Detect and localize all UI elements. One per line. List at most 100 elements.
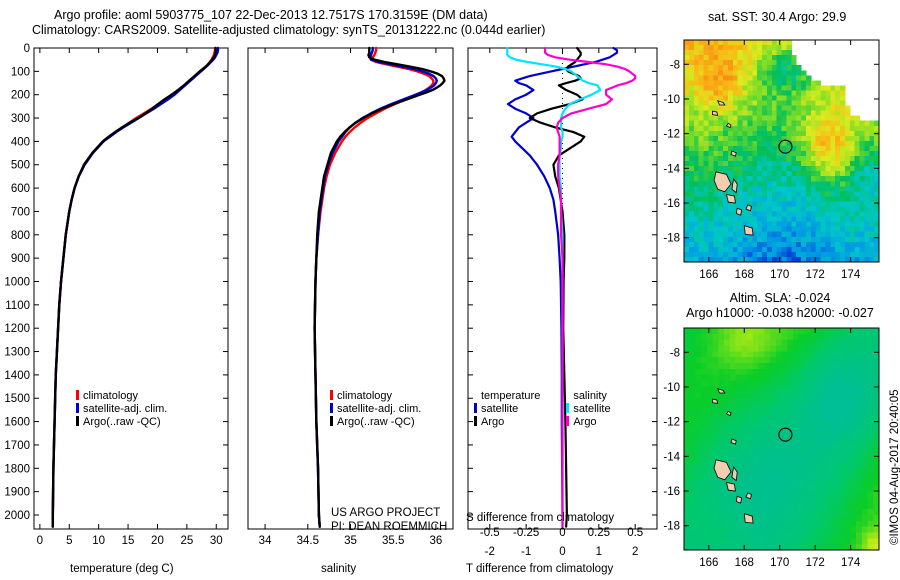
t-axis-tick: 0	[559, 546, 566, 558]
legend-swatch-satellite-adj	[76, 403, 79, 413]
svg-text:-16: -16	[663, 486, 680, 498]
s-axis-tick: 0.25	[587, 527, 611, 539]
svg-text:-16: -16	[663, 198, 680, 210]
svg-text:1000: 1000	[4, 276, 30, 288]
s-axis-tick: 0	[559, 527, 566, 539]
svg-text:800: 800	[11, 230, 30, 242]
legend-heading: salinity	[573, 390, 607, 402]
svg-text:0: 0	[37, 535, 43, 547]
legend-item: climatology	[76, 390, 167, 403]
svg-text:34.5: 34.5	[297, 535, 319, 547]
sla-map: 166 168 170 172 174 -8 -10 -12 -14 -16 -18	[660, 320, 900, 570]
svg-text:600: 600	[11, 183, 30, 195]
difference-panel	[458, 40, 663, 540]
svg-text:100: 100	[11, 66, 30, 78]
svg-text:-14: -14	[663, 163, 680, 175]
page-title: Argo profile: aoml 5903775_107 22-Dec-20…	[32, 8, 545, 38]
svg-text:35: 35	[344, 535, 357, 547]
project-credit: US ARGO PROJECT PI: DEAN ROEMMICH	[331, 506, 447, 534]
svg-text:1800: 1800	[4, 463, 30, 475]
legend-item: Argo	[566, 416, 610, 429]
legend-swatch-salinity-argo	[566, 416, 570, 426]
legend-label: Argo(..raw -QC)	[337, 416, 415, 428]
t-axis-tick: -1	[521, 546, 532, 558]
legend-label: climatology	[337, 390, 393, 402]
svg-text:30: 30	[210, 535, 223, 547]
legend-item: satellite	[474, 403, 540, 416]
legend-label: satellite-adj. clim.	[83, 403, 168, 415]
legend-label: satellite	[573, 403, 611, 415]
s-axis-tick: -0.5	[479, 527, 500, 539]
svg-text:700: 700	[11, 206, 30, 218]
svg-text:174: 174	[841, 269, 861, 281]
svg-text:-12: -12	[663, 417, 680, 429]
svg-text:-8: -8	[670, 347, 680, 359]
legend-label: Argo	[573, 416, 597, 428]
svg-text:36: 36	[430, 535, 443, 547]
salinity-plot: 34 34.5 35 35.5 36	[247, 46, 454, 547]
svg-text:10: 10	[92, 535, 105, 547]
t-axis-tick: 2	[631, 546, 639, 558]
legend-swatch-climatology	[330, 390, 333, 400]
salinity-panel: 34 34.5 35 35.5 36	[238, 40, 458, 547]
legend-label: Argo	[481, 416, 505, 428]
temperature-axis-label: temperature (deg C)	[70, 563, 174, 575]
svg-text:172: 172	[806, 269, 825, 281]
svg-text:200: 200	[11, 90, 30, 102]
svg-text:900: 900	[11, 253, 30, 265]
legend-heading: temperature	[481, 390, 541, 402]
legend-item: satellite-adj. clim.	[330, 403, 421, 416]
credit-line-1: US ARGO PROJECT	[331, 507, 441, 519]
svg-text:1300: 1300	[4, 347, 30, 359]
svg-text:-18: -18	[663, 521, 680, 533]
s-difference-axis-label: S difference from climatology	[466, 512, 615, 524]
legend-swatch-satellite-adj	[330, 403, 333, 413]
s-axis-tick: -0.25	[513, 527, 540, 539]
svg-text:168: 168	[735, 269, 754, 281]
legend-label: Argo(..raw -QC)	[83, 416, 161, 428]
legend-swatch-salinity-satellite	[566, 403, 570, 413]
svg-text:1200: 1200	[4, 323, 30, 335]
temperature-panel: 0 100 200 300 400 500 600 700 800 900 1000 1100 1200…	[0, 40, 238, 547]
svg-text:-18: -18	[663, 233, 680, 245]
svg-text:1900: 1900	[4, 487, 30, 499]
svg-text:166: 166	[699, 557, 718, 569]
svg-text:-10: -10	[663, 382, 680, 394]
svg-text:0: 0	[24, 43, 30, 55]
temperature-legend: climatology satellite-adj. clim. Argo(..…	[76, 390, 167, 429]
svg-text:-12: -12	[663, 129, 680, 141]
difference-plot	[467, 46, 658, 530]
svg-text:35.5: 35.5	[382, 535, 404, 547]
sla-map-canvas: 166 168 170 172 174 -8 -10 -12 -14 -16 -18	[663, 327, 880, 569]
svg-text:170: 170	[770, 557, 789, 569]
t-axis-tick: 1	[595, 546, 603, 558]
legend-swatch-temperature-satellite	[474, 403, 477, 413]
legend-label: climatology	[83, 390, 139, 402]
copyright-label: ©IMOS 04-Aug-2017 20:40:05	[889, 389, 900, 545]
svg-text:25: 25	[180, 535, 193, 547]
svg-text:170: 170	[770, 269, 789, 281]
legend-swatch-argo	[76, 416, 79, 426]
svg-text:-10: -10	[663, 94, 680, 106]
t-difference-axis-label: T difference from climatology	[466, 563, 614, 575]
legend-swatch-argo	[330, 416, 333, 426]
svg-text:1400: 1400	[4, 370, 30, 382]
sst-map: 166 168 170 172 174 -8 -10 -12 -14 -16 -18	[660, 32, 900, 282]
svg-text:172: 172	[806, 557, 825, 569]
svg-text:1500: 1500	[4, 393, 30, 405]
legend-group-temperature: temperature satellite Argo	[474, 390, 540, 429]
t-axis-tick: -2	[484, 546, 495, 558]
svg-text:300: 300	[11, 113, 30, 125]
temperature-plot: 0100200300400500600700800900100011001200…	[4, 43, 229, 547]
legend-item: satellite-adj. clim.	[76, 403, 167, 416]
svg-text:166: 166	[699, 269, 718, 281]
legend-item: satellite	[566, 403, 611, 416]
legend-label: satellite-adj. clim.	[337, 403, 422, 415]
legend-group-salinity: salinity satellite Argo	[566, 390, 611, 429]
legend-swatch-climatology	[76, 390, 79, 400]
svg-text:34: 34	[259, 535, 272, 547]
svg-text:-8: -8	[670, 59, 680, 71]
salinity-legend: climatology satellite-adj. clim. Argo(..…	[330, 390, 421, 429]
svg-text:15: 15	[122, 535, 135, 547]
salinity-axis-label: salinity	[321, 563, 357, 575]
